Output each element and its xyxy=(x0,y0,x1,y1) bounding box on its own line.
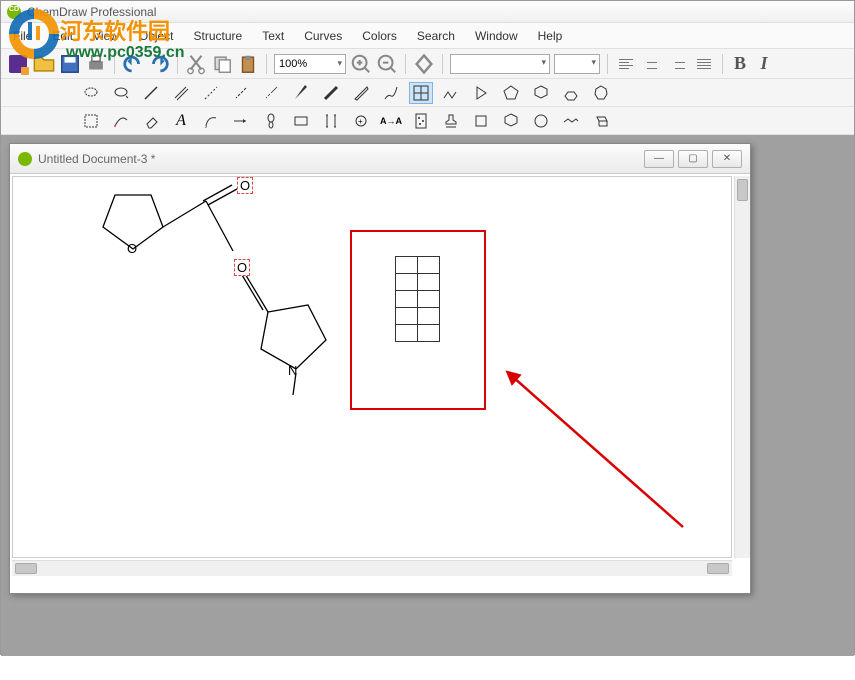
wedge-bond-tool[interactable] xyxy=(289,82,313,104)
atom-label-tool[interactable]: A→A xyxy=(379,110,403,132)
tlc-tool[interactable] xyxy=(409,110,433,132)
shape-button[interactable] xyxy=(413,53,435,75)
square-tool[interactable] xyxy=(469,110,493,132)
menu-curves[interactable]: Curves xyxy=(296,26,350,46)
orbital-tool[interactable] xyxy=(259,110,283,132)
double-bond-tool[interactable] xyxy=(169,82,193,104)
separator xyxy=(607,54,608,74)
watermark-text-cn: 河东软件园 xyxy=(60,14,170,46)
cyclopentadiene-tool[interactable] xyxy=(559,82,583,104)
separator xyxy=(722,54,723,74)
maximize-button[interactable]: ▢ xyxy=(678,150,708,168)
bold-bond-tool[interactable] xyxy=(319,82,343,104)
menu-text[interactable]: Text xyxy=(254,26,292,46)
bracket-tool[interactable] xyxy=(319,110,343,132)
cut-button[interactable] xyxy=(185,53,207,75)
chain-tool[interactable] xyxy=(439,82,463,104)
circle-tool[interactable] xyxy=(529,110,553,132)
menu-colors[interactable]: Colors xyxy=(354,26,405,46)
3d-tool[interactable] xyxy=(589,110,613,132)
app-window: 河东软件园 www.pc0359.cn ChemDraw Professiona… xyxy=(0,0,855,655)
size-select[interactable] xyxy=(554,54,600,74)
menu-window[interactable]: Window xyxy=(467,26,526,46)
zoomin-button[interactable] xyxy=(350,53,372,75)
minimize-button[interactable]: — xyxy=(644,150,674,168)
hash2-bond-tool[interactable] xyxy=(259,82,283,104)
menu-structure[interactable]: Structure xyxy=(186,26,251,46)
watermark-logo xyxy=(4,4,64,64)
play-tool[interactable] xyxy=(469,82,493,104)
separator xyxy=(442,54,443,74)
hexagon-tool[interactable] xyxy=(529,82,553,104)
document-window: Untitled Document-3 * — ▢ ✕ O xyxy=(9,143,751,594)
arrow-tool[interactable] xyxy=(229,110,253,132)
wavy-bond-tool[interactable] xyxy=(379,82,403,104)
marquee-tool[interactable] xyxy=(109,82,133,104)
align-justify-button[interactable] xyxy=(693,53,715,75)
canvas-inner[interactable]: O N xyxy=(12,176,732,558)
zoomout-button[interactable] xyxy=(376,53,398,75)
document-canvas[interactable]: O N xyxy=(10,174,750,576)
align-left-button[interactable] xyxy=(615,53,637,75)
text-tool[interactable]: A xyxy=(169,110,193,132)
vertical-scrollbar[interactable] xyxy=(734,176,750,558)
select-tool[interactable] xyxy=(79,110,103,132)
paste-button[interactable] xyxy=(237,53,259,75)
watermark-url: www.pc0359.cn xyxy=(66,44,185,62)
zoom-select[interactable]: 100% xyxy=(274,54,346,74)
eraser-tool[interactable] xyxy=(139,110,163,132)
workspace: Untitled Document-3 * — ▢ ✕ O xyxy=(1,135,854,656)
align-right-button[interactable] xyxy=(667,53,689,75)
drawing-toolbar-1 xyxy=(1,79,854,107)
pentagon-tool[interactable] xyxy=(499,82,523,104)
menu-search[interactable]: Search xyxy=(409,26,463,46)
table-tool[interactable] xyxy=(409,82,433,104)
document-title: Untitled Document-3 * xyxy=(38,152,644,166)
svg-text:+: + xyxy=(358,117,363,126)
annotation-arrow xyxy=(13,177,733,572)
bond-tool[interactable] xyxy=(139,82,163,104)
horizontal-scrollbar[interactable] xyxy=(12,560,732,576)
drawing-toolbar-2: A + A→A xyxy=(1,107,854,135)
hexagon2-tool[interactable] xyxy=(499,110,523,132)
chemical-symbol-tool[interactable]: + xyxy=(349,110,373,132)
document-icon xyxy=(18,152,32,166)
separator xyxy=(405,54,406,74)
hash-bond-tool[interactable] xyxy=(229,82,253,104)
font-select[interactable] xyxy=(450,54,550,74)
cycloheptane-tool[interactable] xyxy=(589,82,613,104)
draw-rect-tool[interactable] xyxy=(289,110,313,132)
close-button[interactable]: ✕ xyxy=(712,150,742,168)
separator xyxy=(266,54,267,74)
bold-button[interactable]: B xyxy=(730,53,750,75)
italic-button[interactable]: I xyxy=(754,53,774,75)
lasso-tool[interactable] xyxy=(79,82,103,104)
menu-help[interactable]: Help xyxy=(530,26,571,46)
arc-tool[interactable] xyxy=(109,110,133,132)
stamp-tool[interactable] xyxy=(439,110,463,132)
copy-button[interactable] xyxy=(211,53,233,75)
document-titlebar: Untitled Document-3 * — ▢ ✕ xyxy=(10,144,750,174)
dashed-bond-tool[interactable] xyxy=(199,82,223,104)
pen-tool[interactable] xyxy=(199,110,223,132)
hollow-wedge-tool[interactable] xyxy=(349,82,373,104)
align-center-button[interactable] xyxy=(641,53,663,75)
chair-tool[interactable] xyxy=(559,110,583,132)
